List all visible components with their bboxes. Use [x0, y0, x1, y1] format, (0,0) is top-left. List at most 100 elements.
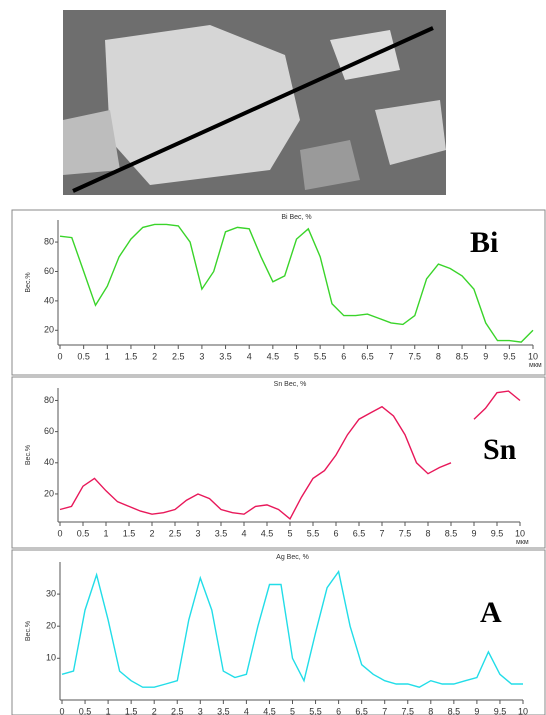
x-tick-label: 10: [518, 706, 528, 715]
x-tick-label: 3.5: [217, 706, 230, 715]
x-tick-label: 3.5: [219, 351, 232, 361]
x-tick-label: 9: [471, 528, 476, 538]
x-tick-label: 8: [436, 351, 441, 361]
x-tick-label: 6: [333, 528, 338, 538]
x-tick-label: 0.5: [79, 706, 92, 715]
x-tick-label: 1.5: [123, 528, 136, 538]
x-tick-label: 2: [149, 528, 154, 538]
x-tick-label: 10: [515, 528, 525, 538]
x-tick-label: 5.5: [314, 351, 327, 361]
chart-title: Ag Вес, %: [276, 554, 309, 561]
chart-panel: Bi Вес, % Вес.% мкм 20 40 60 80 0 0.5 1 1.5 2 2.5 3 3.…: [11, 209, 546, 376]
y-tick-label: 80: [44, 395, 54, 405]
x-tick-label: 6.5: [361, 351, 374, 361]
y-tick-label: 20: [44, 325, 54, 335]
x-tick-label: 5: [290, 706, 295, 715]
x-tick-label: 4: [244, 706, 249, 715]
x-tick-label: 7.5: [408, 351, 421, 361]
x-tick-label: 2.5: [171, 706, 184, 715]
y-tick-label: 30: [46, 588, 56, 598]
x-tick-label: 6.5: [355, 706, 368, 715]
x-tick-label: 1.5: [125, 351, 138, 361]
y-tick-label: 20: [44, 488, 54, 498]
x-tick-label: 5: [294, 351, 299, 361]
x-tick-label: 2.5: [172, 351, 185, 361]
y-axis-label: Вес.%: [25, 445, 32, 465]
data-line: [61, 569, 523, 688]
x-tick-label: 7.5: [399, 528, 412, 538]
x-tick-label: 9: [483, 351, 488, 361]
y-axis-label: Вес.%: [25, 621, 32, 641]
x-tick-label: 7: [379, 528, 384, 538]
sem-grain: [105, 25, 300, 185]
x-tick-label: 0.5: [77, 528, 90, 538]
y-tick-label: 60: [44, 266, 54, 276]
data-line: [59, 223, 534, 343]
x-tick-label: 3: [195, 528, 200, 538]
x-axis-label: мкм: [529, 362, 542, 369]
x-tick-label: 1: [103, 528, 108, 538]
y-tick-label: 60: [44, 426, 54, 436]
x-tick-label: 8.5: [448, 706, 461, 715]
x-tick-label: 6.5: [353, 528, 366, 538]
panel-frame: [11, 209, 546, 376]
x-tick-label: 4.5: [267, 351, 280, 361]
x-tick-label: 0: [59, 706, 64, 715]
y-tick-label: 20: [46, 621, 56, 631]
element-label: Bi: [470, 226, 498, 259]
x-tick-label: 0: [57, 528, 62, 538]
sem-image: [63, 10, 446, 195]
element-label: A: [480, 596, 502, 629]
x-tick-label: 7.5: [401, 706, 414, 715]
y-tick-label: 80: [44, 236, 54, 246]
element-label: Sn: [483, 433, 517, 466]
x-tick-label: 6: [341, 351, 346, 361]
y-tick-label: 40: [44, 457, 54, 467]
x-tick-label: 0: [57, 351, 62, 361]
x-tick-label: 3.5: [215, 528, 228, 538]
panel-frame: [11, 549, 546, 715]
x-tick-label: 6: [336, 706, 341, 715]
y-tick-label: 10: [46, 653, 56, 663]
x-tick-label: 2.5: [169, 528, 182, 538]
y-tick-label: 40: [44, 295, 54, 305]
x-tick-label: 8: [425, 528, 430, 538]
x-tick-label: 4: [241, 528, 246, 538]
x-tick-label: 2: [152, 706, 157, 715]
x-tick-label: 3: [198, 706, 203, 715]
x-tick-label: 8.5: [456, 351, 469, 361]
x-tick-label: 5.5: [307, 528, 320, 538]
chart-panel: Sn Вес, % Вес.% мкм 20 40 60 80 0 0.5 1 1.5 2 2.5 3 3.…: [11, 376, 546, 549]
x-tick-label: 2: [152, 351, 157, 361]
x-tick-label: 10: [528, 351, 538, 361]
sem-grain: [375, 100, 446, 165]
scan-line: [72, 26, 434, 193]
x-tick-label: 1.5: [125, 706, 138, 715]
x-tick-label: 0.5: [77, 351, 90, 361]
data-line: [59, 390, 521, 520]
chart-title: Bi Вес, %: [281, 214, 311, 221]
chart-title: Sn Вес, %: [274, 381, 307, 388]
x-tick-label: 8: [428, 706, 433, 715]
x-tick-label: 1: [106, 706, 111, 715]
x-tick-label: 5.5: [309, 706, 322, 715]
x-tick-label: 9.5: [503, 351, 516, 361]
x-axis-label: мкм: [516, 539, 529, 546]
x-tick-label: 4: [247, 351, 252, 361]
y-axis-label: Вес.%: [25, 272, 32, 292]
x-tick-label: 9: [474, 706, 479, 715]
sem-grain: [63, 110, 120, 175]
x-tick-label: 9.5: [494, 706, 507, 715]
chart-panel: Ag Вес, % Вес.% 10 20 30 0 0.5 1 1.5 2 2.5 3 3.5 4 4.5…: [11, 549, 546, 715]
x-tick-label: 7: [382, 706, 387, 715]
x-tick-label: 8.5: [445, 528, 458, 538]
sem-grain: [300, 140, 360, 190]
panel-frame: [11, 376, 546, 549]
x-tick-label: 4.5: [261, 528, 274, 538]
x-tick-label: 1: [105, 351, 110, 361]
x-tick-label: 3: [199, 351, 204, 361]
x-tick-label: 7: [389, 351, 394, 361]
x-tick-label: 5: [287, 528, 292, 538]
x-tick-label: 4.5: [263, 706, 276, 715]
